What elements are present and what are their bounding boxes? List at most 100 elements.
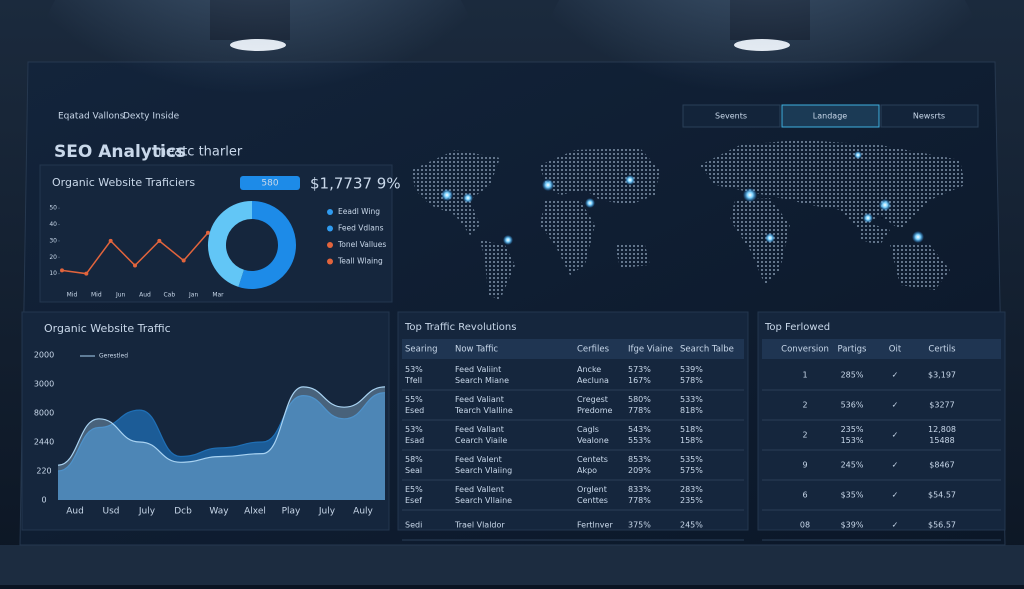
x-tick-label: Jan — [188, 292, 198, 299]
floor — [0, 545, 1024, 585]
x-tick-label: Jun — [115, 292, 126, 299]
y-tick-label: 20 — [49, 254, 57, 261]
table-cell: 535% — [680, 455, 703, 464]
table-cell: Feed Valiant — [455, 395, 504, 404]
pill[interactable] — [240, 176, 300, 190]
table-cell: Esad — [405, 436, 424, 445]
table-cell: 778% — [628, 406, 651, 415]
table-cell: Cagls — [577, 425, 599, 434]
table-cell: Trael Vlaldor — [454, 521, 505, 530]
table-cell: 58% — [405, 455, 423, 464]
x-tick-label: July — [138, 507, 156, 517]
table-header-row — [762, 339, 1001, 359]
table-cell: 53% — [405, 425, 423, 434]
point — [84, 271, 89, 276]
y-tick-label: 40 — [49, 221, 57, 228]
y-tick-label: 2440 — [34, 438, 54, 447]
table-cell: 833% — [628, 485, 651, 494]
x-tick-label: Way — [209, 507, 229, 517]
table-cell: Feed Vallant — [455, 425, 504, 434]
table-cell: 235% — [680, 496, 703, 505]
table-cell: $56.57 — [928, 521, 956, 530]
x-tick-label: Dcb — [174, 507, 192, 517]
y-tick-label: 0 — [41, 496, 46, 505]
tab[interactable] — [880, 104, 979, 128]
column-header: Searing — [405, 345, 437, 355]
legend-swatch — [327, 242, 333, 248]
header-link[interactable]: Dexty Inside — [123, 112, 180, 122]
table-cell: 575% — [680, 466, 703, 475]
table-cell: $8467 — [929, 461, 954, 470]
table-cell: 778% — [628, 496, 651, 505]
column-header: Oit — [889, 345, 902, 355]
table-cell: $3,197 — [928, 371, 956, 380]
y-tick-label: 50 — [49, 205, 57, 212]
column-header: Partigs — [838, 345, 868, 355]
column-header: Cerfiles — [577, 345, 610, 355]
world-map — [412, 140, 965, 300]
point — [157, 238, 162, 243]
point — [60, 268, 64, 273]
table-cell: $3277 — [929, 401, 954, 410]
table-cell: ✓ — [892, 371, 899, 380]
column-header: Now Taffic — [455, 345, 498, 355]
table-cell: ✓ — [892, 431, 899, 440]
table-cell: 158% — [680, 436, 703, 445]
title-suffix: neatc tharler — [158, 145, 243, 160]
header-link[interactable]: Eqatad Vallons — [58, 112, 125, 122]
legend-label: Feed Vdlans — [338, 224, 384, 233]
table-cell: 55% — [405, 395, 423, 404]
y-tick-label: 30 — [49, 237, 57, 244]
table-cell: Feed Vallent — [455, 485, 504, 494]
table-cell: 2 — [802, 431, 807, 440]
x-tick-label: Play — [282, 507, 301, 517]
table-cell: 6 — [802, 491, 807, 500]
tab[interactable] — [682, 104, 781, 128]
table-cell: 153% — [841, 436, 864, 445]
table-cell: $35% — [841, 491, 864, 500]
tab-label: Landage — [813, 112, 847, 121]
table-cell: 580% — [628, 395, 651, 404]
summary-value: $1,7737 9% — [310, 175, 401, 193]
y-tick-label: 3000 — [34, 380, 54, 389]
x-tick-label: Mar — [212, 292, 224, 299]
area-line — [57, 386, 386, 466]
legend-swatch — [327, 225, 333, 232]
table-cell: 53% — [405, 365, 423, 374]
table-cell: 9 — [802, 461, 807, 470]
legend-label: Tonel Vallues — [337, 240, 386, 249]
table-cell: ✓ — [892, 521, 899, 530]
x-tick-label: Aud — [139, 292, 151, 299]
column-header: Search Talbe — [680, 345, 734, 355]
table-cell: 853% — [628, 455, 651, 464]
table-cell: 12,808 — [928, 425, 956, 434]
pill-text: 580 — [261, 179, 278, 189]
table-cell: 245% — [841, 461, 864, 470]
x-tick-label: Aud — [66, 507, 84, 517]
table-cell: $54.57 — [928, 491, 956, 500]
table-cell: Esed — [405, 406, 424, 415]
x-tick-label: July — [318, 507, 336, 517]
table-cell: Cearch Viaile — [455, 436, 507, 445]
point — [206, 230, 210, 235]
table-cell: 536% — [841, 401, 864, 410]
column-header: Certils — [928, 345, 956, 355]
table-header-row — [402, 339, 744, 359]
table-cell: 08 — [800, 521, 810, 530]
table-cell: 543% — [628, 425, 651, 434]
point — [108, 238, 113, 243]
table-cell: 1 — [802, 371, 807, 380]
column-header: Ifge Viaine — [628, 345, 673, 355]
tab[interactable] — [781, 104, 880, 128]
area-line — [57, 392, 386, 472]
table-cell: Centtes — [577, 496, 608, 505]
table-cell: 2 — [802, 401, 807, 410]
table-cell: 209% — [628, 466, 651, 475]
table-cell: Sedi — [405, 521, 422, 530]
panel-title: Organic Website Traffic — [44, 322, 171, 335]
table-cell: 167% — [628, 376, 651, 385]
table-cell: Esef — [405, 496, 422, 505]
x-tick-label: Alxel — [244, 507, 266, 517]
x-tick-label: Cab — [163, 292, 175, 299]
